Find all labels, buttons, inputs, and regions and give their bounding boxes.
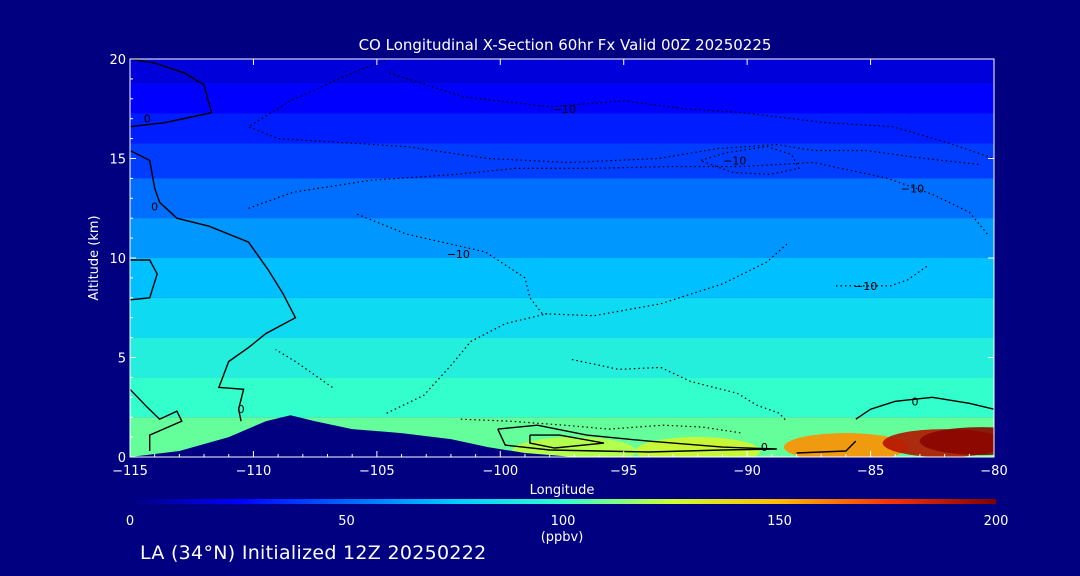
contour-line-negative: [275, 348, 333, 388]
contour-line-negative: [836, 265, 928, 287]
plot-area: 0 0 0 0 0 −10 −10 −10 −10 −10: [129, 58, 995, 458]
field-band: [130, 297, 994, 338]
x-tick-label: −100: [482, 464, 518, 479]
y-axis-label: Altitude (km): [87, 215, 102, 300]
y-tick-label: 5: [118, 352, 126, 367]
contour-label: −10: [447, 248, 470, 261]
contour-label: 0: [912, 395, 919, 408]
colorbar-unit-label: (ppbv): [541, 530, 584, 545]
x-axis: −115 −110 −105 −100 −95 −90 −85 −80: [112, 59, 1008, 479]
contour-line-negative: [247, 59, 980, 166]
colorbar: 0 50 100 150 200 (ppbv): [126, 499, 1009, 545]
field-band: [130, 178, 994, 219]
field-band: [130, 83, 994, 114]
co-concentration-field: [130, 59, 994, 457]
contour-line-negative: [386, 313, 548, 414]
x-tick-label: −110: [236, 464, 272, 479]
field-band: [130, 59, 994, 84]
x-tick-label: −80: [980, 464, 1007, 479]
colorbar-ticks: 0 50 100 150 200: [126, 514, 1009, 529]
contour-label: −10: [723, 154, 746, 167]
contour-label: 0: [761, 441, 768, 454]
contour-label: 0: [144, 113, 151, 126]
y-tick-label: 20: [109, 53, 126, 68]
contour-line-zero: [130, 388, 183, 451]
colorbar-tick-label: 150: [767, 514, 792, 529]
y-tick-label: 15: [109, 153, 126, 168]
terrain-mask: [130, 415, 994, 457]
x-tick-label: −105: [359, 464, 395, 479]
init-info-footer: LA (34°N) Initialized 12Z 20250222: [140, 542, 487, 564]
contour-line-negative: [571, 358, 788, 422]
y-axis: 0 5 10 15 20: [109, 53, 994, 466]
contour-line-zero: [130, 149, 297, 422]
field-band: [130, 218, 994, 258]
y-tick-label: 10: [109, 252, 126, 267]
contour-line-zero: [855, 396, 994, 420]
chart-title: CO Longitudinal X-Section 60hr Fx Valid …: [359, 36, 772, 54]
colorbar-gradient: [130, 499, 996, 504]
x-axis-label: Longitude: [530, 483, 595, 498]
x-tick-label: −90: [733, 464, 760, 479]
field-band: [130, 337, 994, 378]
surface-co-enhancement: [512, 437, 637, 457]
contour-label: −10: [553, 103, 576, 116]
contour-line-negative: [698, 146, 800, 176]
contour-lines: [130, 59, 994, 454]
contour-line-zero: [130, 59, 213, 128]
contour-line-zero: [130, 259, 158, 301]
contour-line-zero: [529, 434, 605, 449]
contour-line-negative: [389, 72, 994, 160]
contour-labels: 0 0 0 0 0 −10 −10 −10 −10 −10: [144, 103, 924, 454]
colorbar-tick-label: 50: [338, 514, 355, 529]
contour-line-zero: [796, 440, 857, 454]
surface-co-enhancement: [783, 433, 908, 457]
x-tick-label: −115: [112, 464, 148, 479]
contour-label: −10: [901, 182, 924, 195]
y-tick-label: 0: [118, 451, 126, 466]
field-band: [130, 143, 994, 179]
contour-line-zero: [497, 424, 777, 453]
contour-label: 0: [238, 403, 245, 416]
x-tick-label: −85: [857, 464, 884, 479]
colorbar-tick-label: 200: [984, 514, 1009, 529]
contour-label: −10: [854, 280, 877, 293]
surface-co-enhancement: [919, 427, 994, 456]
contour-line-negative: [356, 213, 790, 317]
x-tick-label: −95: [610, 464, 637, 479]
colorbar-tick-label: 0: [126, 514, 134, 529]
colorbar-tick-label: 100: [551, 514, 576, 529]
field-band: [130, 377, 994, 418]
contour-label: 0: [151, 200, 158, 213]
field-band: [130, 113, 994, 144]
